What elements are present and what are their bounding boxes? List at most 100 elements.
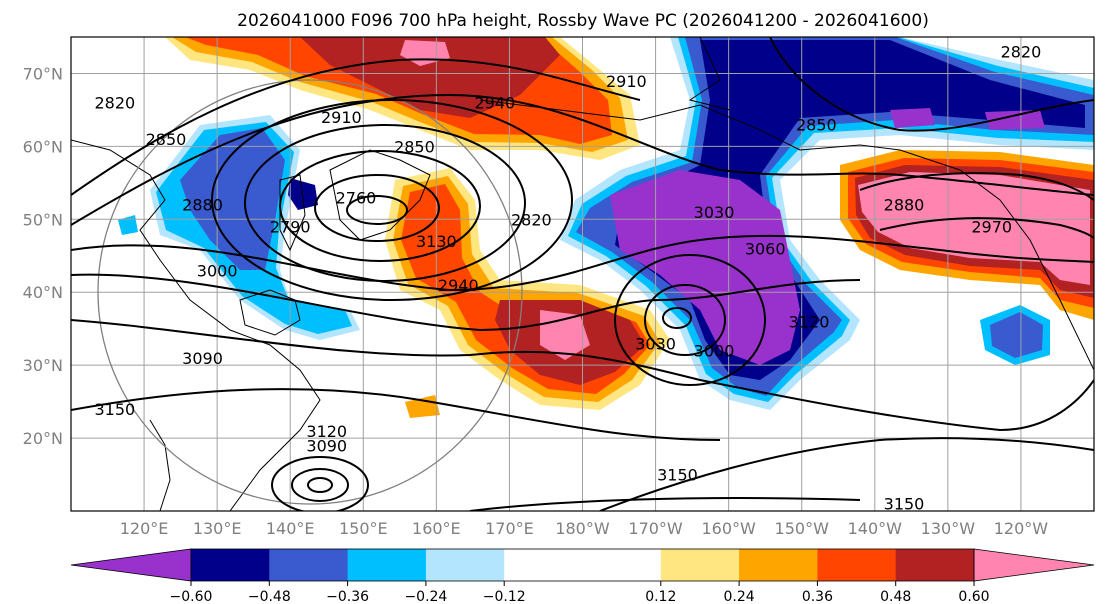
contour-cutoff-low (662, 307, 692, 329)
contour-label: 2820 (511, 210, 552, 229)
contour-label: 2760 (336, 188, 377, 207)
contour-label: 2820 (1001, 43, 1042, 62)
lon-tick-label: 150°E (339, 519, 388, 538)
contour-label: 2910 (606, 72, 647, 91)
contour-label: 2850 (796, 116, 837, 135)
contour-low-2 (314, 174, 440, 242)
colorbar-tick-label: −0.24 (404, 589, 447, 604)
colorbar-extend-min (70, 548, 192, 582)
colorbar-tick-label: 0.24 (724, 589, 755, 604)
contour-low-3 (279, 150, 481, 262)
contour-label: 2790 (270, 218, 311, 237)
colorbar-tick-label: −0.12 (483, 589, 526, 604)
contour-2970-east (879, 217, 1094, 239)
contour-label: 3000 (197, 261, 238, 280)
anomaly-northeast-pacific-positive (840, 150, 1094, 320)
lon-tick-label: 160°W (701, 519, 756, 538)
contour-3150-west (71, 388, 721, 441)
contour-2880-east (859, 172, 1094, 201)
anomaly-east-pacific-negative (980, 305, 1050, 365)
contour-low-4 (244, 124, 526, 282)
colorbar-swatch (504, 549, 662, 581)
colorbar-tick-label: 0.60 (958, 589, 989, 604)
contour-labels: 2820 2850 2880 3000 3090 3150 2760 2790 2910 2850… (94, 43, 1042, 514)
contour-label: 2850 (394, 137, 435, 156)
alaska-outline (688, 37, 731, 111)
contour-label: 2940 (474, 94, 515, 113)
lon-tick-label: 150°W (775, 519, 830, 538)
contour-label: 2910 (321, 108, 362, 127)
lon-tick-label: 140°W (848, 519, 903, 538)
lon-tick-label: 170°E (485, 519, 534, 538)
colorbar-swatch (269, 549, 349, 581)
contour-high-inner (307, 477, 333, 493)
lon-tick-label: 130°W (921, 519, 976, 538)
kamchatka-outline (329, 149, 431, 241)
contour-label: 3130 (416, 232, 457, 251)
colorbar-swatch (817, 549, 897, 581)
colorbar-swatch (191, 549, 270, 581)
colorbar-swatch (425, 549, 505, 581)
longitude-tick-labels: 120°E 130°E 140°E 150°E 160°E 170°E 180°W 170°W… (120, 519, 1049, 538)
contour-label: 3120 (306, 422, 347, 441)
contour-label: 3060 (745, 239, 786, 258)
lon-tick-label: 180°W (555, 519, 610, 538)
shaded-anomaly-layer (118, 37, 1094, 418)
contour-label: 3090 (182, 349, 223, 368)
colorbar: −0.60 −0.48 −0.36 −0.24 −0.12 0.12 0.24 0.36 0.4… (70, 548, 1095, 604)
contour-label: 3090 (306, 436, 347, 455)
contour-2850 (71, 93, 1094, 226)
colorbar-tick-label: −0.48 (248, 589, 291, 604)
contour-label: 3150 (94, 400, 135, 419)
colorbar-tick-label: −0.60 (170, 589, 213, 604)
lat-tick-label: 20°N (23, 429, 63, 448)
contour-label: 3150 (657, 466, 698, 485)
colorbar-tick-label: 0.36 (802, 589, 833, 604)
height-contours (71, 37, 1094, 511)
lat-tick-label: 60°N (23, 137, 63, 156)
colorbar-swatch (347, 549, 427, 581)
lon-tick-label: 170°W (628, 519, 683, 538)
lon-tick-label: 130°E (193, 519, 242, 538)
chart-title: 2026041000 F096 700 hPa height, Rossby W… (237, 11, 929, 31)
contour-high-3 (271, 456, 369, 511)
contour-3060 (71, 273, 861, 332)
contour-label: 3150 (884, 495, 925, 514)
range-circle (97, 79, 523, 505)
north-america-coastline (479, 99, 1094, 371)
colorbar-ticks: −0.60 −0.48 −0.36 −0.24 −0.12 0.12 0.24 0.36 0.4… (170, 581, 990, 604)
contour-label: 2970 (971, 218, 1012, 237)
colorbar-extend-max (973, 548, 1095, 582)
contour-label: 2820 (94, 94, 135, 113)
map-panel: 2820 2850 2880 3000 3090 3150 2760 2790 2910 2850… (70, 36, 1095, 514)
contour-label: 3030 (635, 334, 676, 353)
contour-label: 2880 (182, 196, 223, 215)
anomaly-west-pacific-negative (118, 115, 360, 340)
contour-3030 (71, 234, 1094, 292)
lat-tick-label: 30°N (23, 356, 63, 375)
lat-tick-label: 40°N (23, 283, 63, 302)
colorbar-tick-label: 0.12 (645, 589, 676, 604)
lon-tick-label: 120°W (994, 519, 1049, 538)
japan-outline (239, 289, 301, 336)
map-gridlines (71, 37, 1094, 511)
contour-cutoff-2 (644, 284, 726, 356)
lon-tick-label: 120°E (120, 519, 169, 538)
contour-3150-south (469, 497, 861, 511)
colorbar-tick-label: 0.48 (880, 589, 911, 604)
philippines-outline (149, 419, 171, 511)
colorbar-tick-label: −0.36 (326, 589, 369, 604)
lat-tick-label: 50°N (23, 210, 63, 229)
colorbar-swatch (895, 549, 975, 581)
map-frame (70, 36, 1095, 512)
contour-high-2 (291, 468, 349, 502)
contour-label: 2850 (146, 130, 187, 149)
contour-low-inner (346, 195, 408, 225)
lon-tick-label: 160°E (412, 519, 461, 538)
contour-label: 3120 (789, 312, 830, 331)
contour-low-5 (211, 99, 573, 301)
contour-2910 (71, 58, 641, 196)
contour-label: 3030 (694, 203, 735, 222)
contour-3150-east (599, 437, 1094, 511)
